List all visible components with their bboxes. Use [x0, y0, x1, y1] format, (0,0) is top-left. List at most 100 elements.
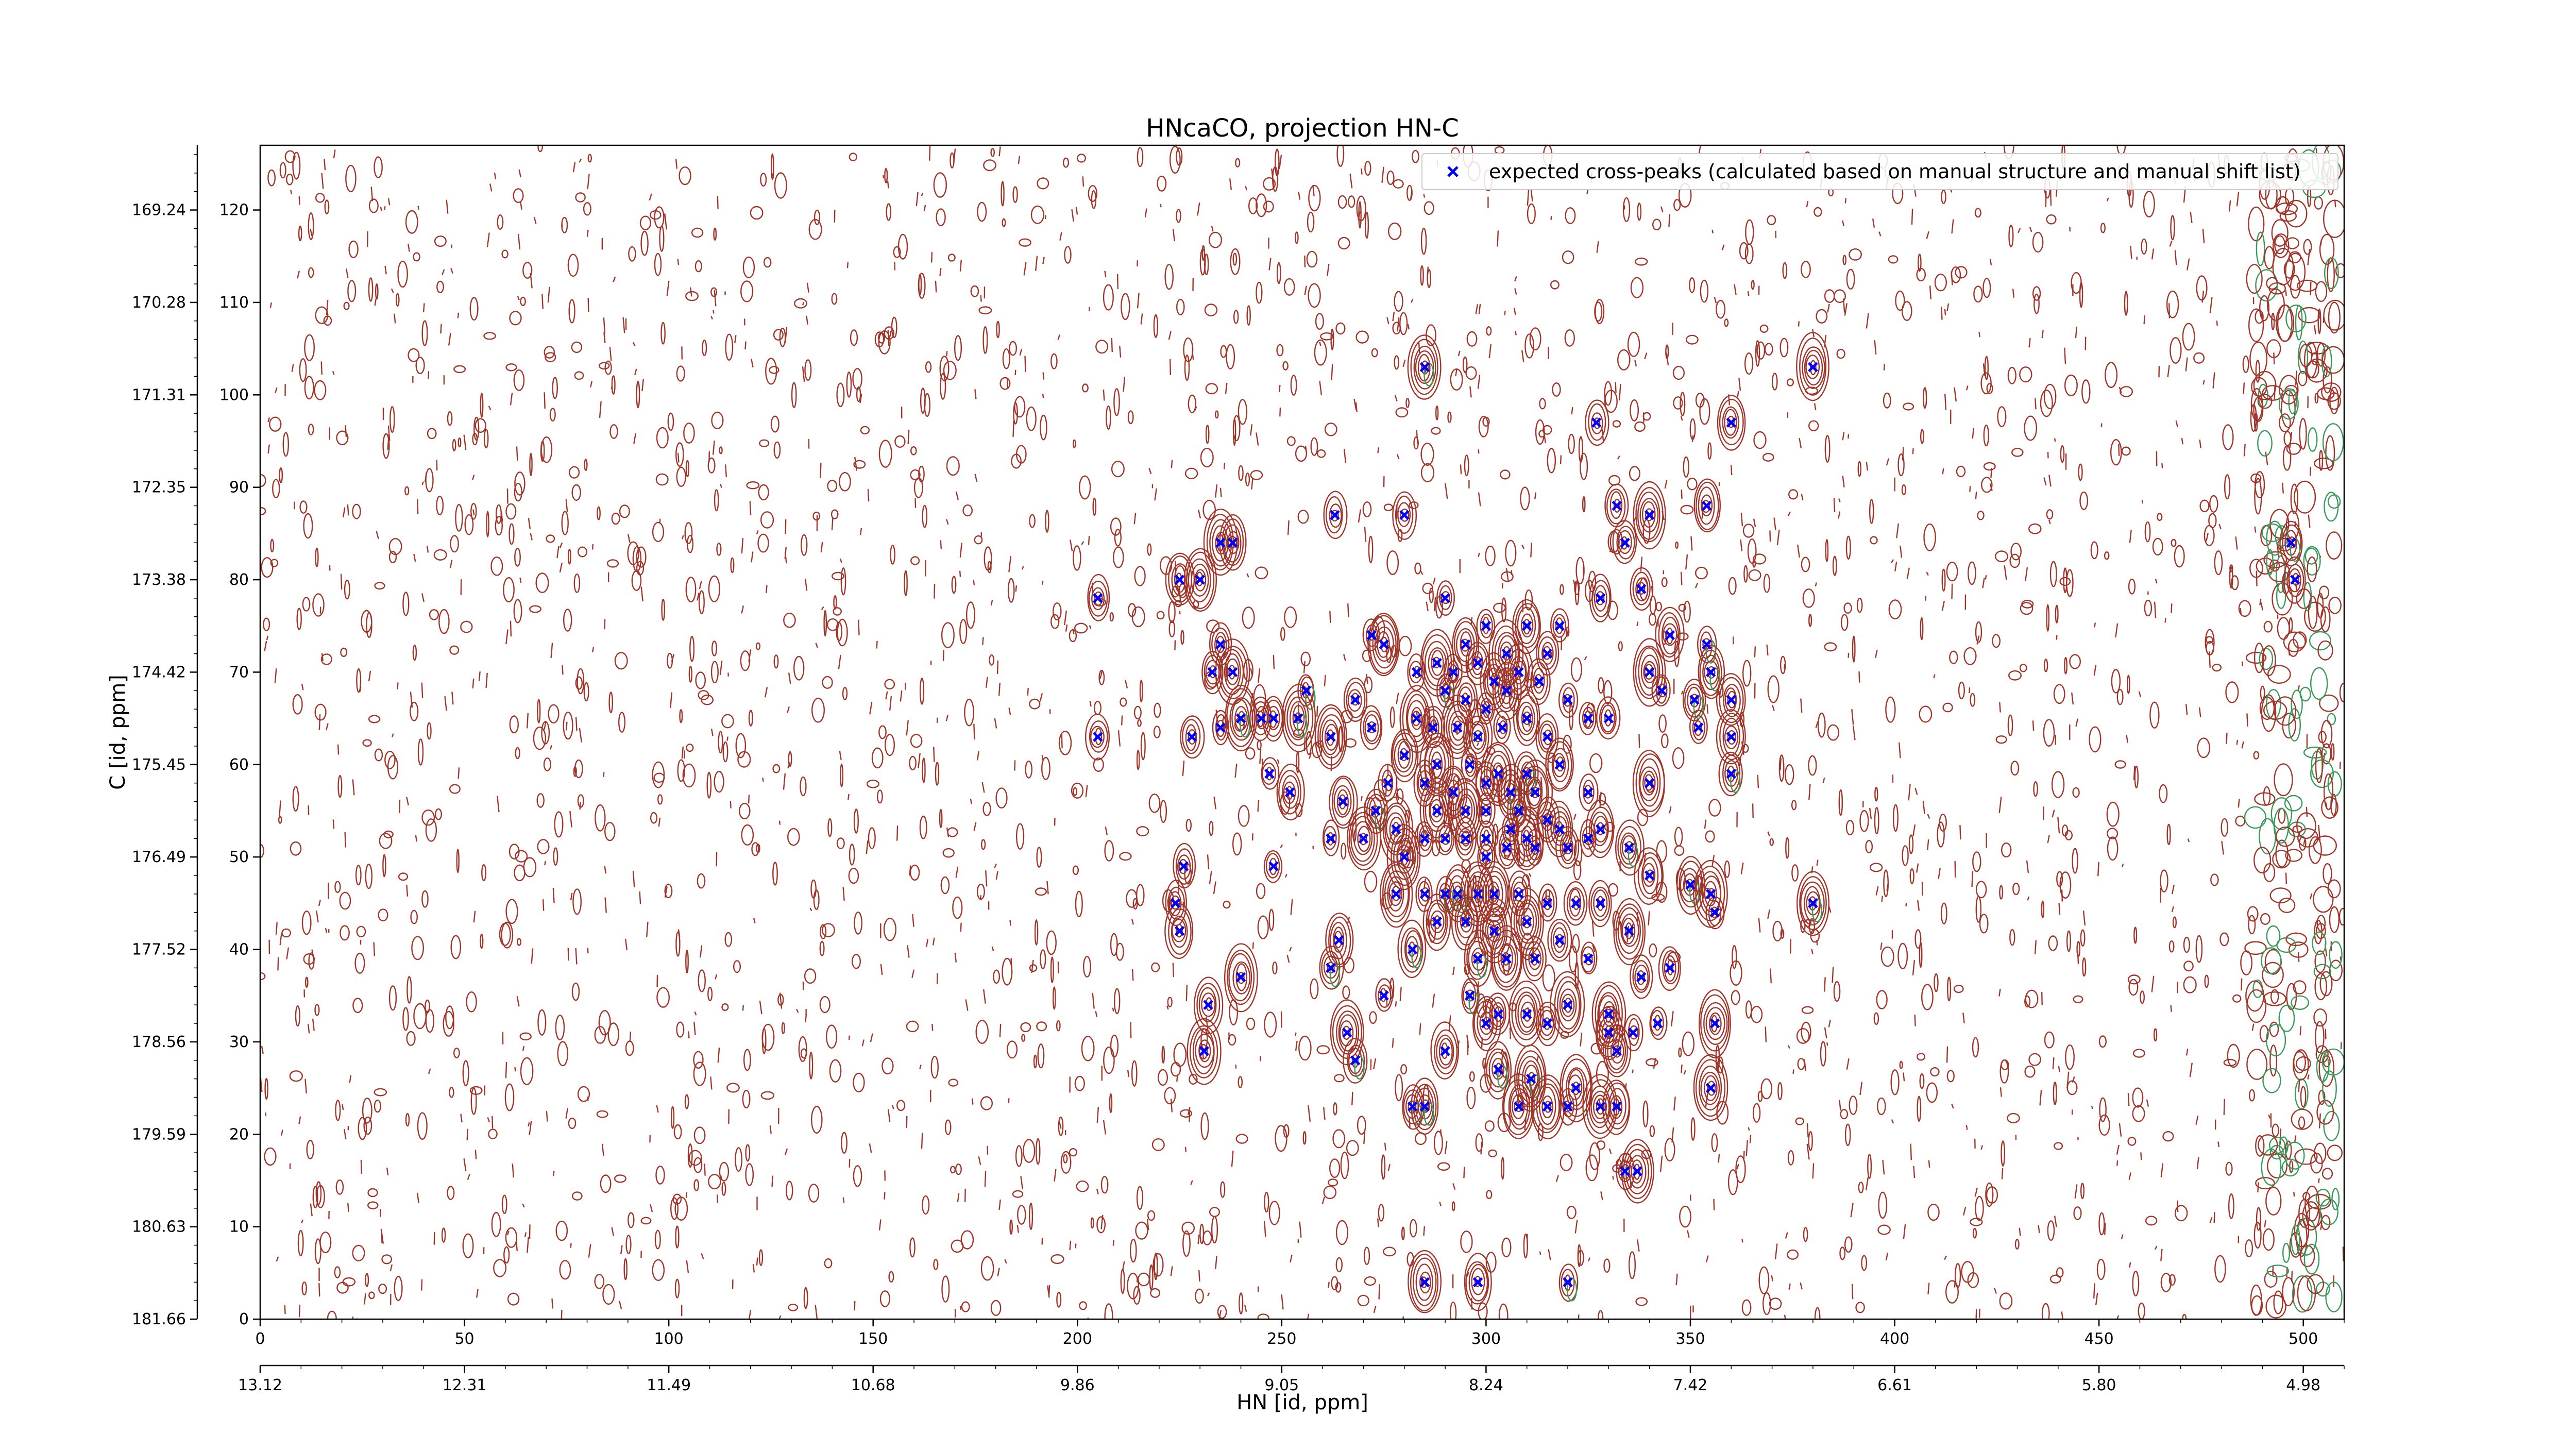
noise-contour — [947, 827, 958, 837]
y-ppm-tick-label: 180.63 — [132, 1218, 186, 1236]
noise-contour — [555, 1015, 565, 1041]
noise-contour — [366, 612, 372, 638]
noise-contour — [417, 206, 419, 210]
noise-contour — [1927, 814, 1930, 819]
noise-contour — [325, 928, 328, 933]
noise-contour — [1974, 208, 1981, 218]
cross-peak-marker — [1472, 732, 1483, 742]
plot-frame — [259, 144, 2345, 1320]
noise-contour — [1195, 1288, 1204, 1304]
noise-contour — [609, 424, 618, 439]
edge-contour — [2244, 941, 2267, 955]
noise-contour — [1123, 377, 1126, 392]
noise-contour — [1428, 919, 1436, 943]
noise-contour — [993, 969, 1001, 984]
peak-contour — [1343, 1038, 1368, 1084]
noise-contour — [1295, 1032, 1297, 1036]
noise-contour — [1933, 674, 1936, 679]
noise-contour — [2223, 1058, 2237, 1067]
peak-contour — [1543, 1017, 1551, 1030]
noise-contour — [1335, 322, 1346, 335]
noise-contour — [1681, 690, 1684, 695]
noise-contour — [417, 738, 424, 766]
noise-contour — [1582, 567, 1584, 576]
noise-contour — [784, 552, 787, 564]
y-ppm-tick-label: 172.35 — [132, 479, 186, 497]
noise-contour — [664, 883, 673, 899]
legend[interactable]: expected cross-peaks (calculated based o… — [1421, 153, 2338, 190]
peak-contour — [1593, 816, 1608, 843]
peak-contour — [1518, 902, 1537, 940]
noise-contour — [404, 486, 410, 496]
noise-contour — [1865, 839, 1873, 853]
noise-contour — [456, 849, 460, 873]
cross-peak-marker — [1391, 824, 1401, 835]
peak-contour — [1175, 923, 1183, 938]
noise-contour — [1280, 627, 1285, 641]
noise-contour — [2012, 289, 2015, 298]
peak-contour — [1569, 888, 1582, 917]
noise-contour — [2128, 979, 2139, 996]
noise-contour — [693, 1062, 706, 1086]
noise-contour — [2046, 604, 2050, 632]
noise-contour — [749, 501, 752, 515]
noise-contour — [1303, 736, 1306, 751]
edge-contour — [2308, 596, 2318, 629]
noise-contour — [310, 1203, 313, 1217]
noise-contour — [2174, 250, 2177, 265]
noise-contour — [503, 1246, 510, 1264]
peak-contour — [1410, 339, 1438, 395]
noise-contour — [1978, 1308, 1980, 1318]
noise-contour — [1788, 1283, 1791, 1290]
noise-contour — [1975, 1195, 1984, 1221]
noise-contour — [1245, 473, 1250, 486]
noise-contour — [509, 715, 519, 734]
peak-contour — [1698, 645, 1725, 699]
noise-contour — [1787, 1249, 1799, 1260]
noise-contour — [924, 393, 930, 417]
noise-contour — [2284, 384, 2298, 397]
noise-contour — [365, 864, 372, 889]
noise-contour — [1760, 1078, 1773, 1100]
noise-contour — [1878, 1191, 1888, 1219]
noise-contour — [2299, 1026, 2302, 1036]
noise-contour — [2050, 189, 2052, 206]
noise-contour — [741, 824, 754, 846]
noise-contour — [1939, 814, 1947, 832]
noise-contour — [311, 949, 314, 960]
noise-contour — [773, 329, 784, 341]
peak-contour — [1679, 861, 1703, 908]
noise-contour — [1161, 1046, 1165, 1064]
noise-contour — [2049, 1274, 2061, 1284]
noise-contour — [1475, 1133, 1483, 1152]
peak-contour — [1517, 995, 1536, 1033]
noise-contour — [711, 411, 724, 429]
noise-contour — [994, 863, 997, 868]
noise-contour — [1505, 540, 1517, 567]
noise-contour — [388, 537, 402, 555]
noise-contour — [2033, 293, 2040, 314]
noise-contour — [2058, 1066, 2061, 1072]
noise-contour — [428, 371, 430, 379]
peak-contour — [1580, 941, 1598, 974]
noise-contour — [771, 1175, 773, 1187]
noise-contour — [352, 503, 361, 519]
peak-contour — [1480, 797, 1492, 825]
noise-contour — [2273, 1290, 2283, 1315]
peak-contour — [1635, 645, 1664, 699]
noise-contour — [345, 268, 349, 278]
cross-peak-marker — [1709, 1018, 1720, 1029]
peak-contour — [1472, 996, 1501, 1052]
noise-contour — [1816, 309, 1828, 324]
noise-contour — [2001, 1140, 2006, 1167]
noise-contour — [1833, 289, 1846, 304]
noise-contour — [1134, 566, 1146, 586]
peak-contour — [1480, 698, 1494, 721]
noise-contour — [1896, 523, 1899, 538]
noise-contour — [686, 1260, 689, 1273]
noise-contour — [1197, 202, 1200, 216]
peak-contour — [1589, 806, 1614, 853]
noise-contour — [1731, 990, 1740, 1005]
noise-contour — [565, 499, 568, 513]
noise-contour — [2254, 526, 2257, 533]
